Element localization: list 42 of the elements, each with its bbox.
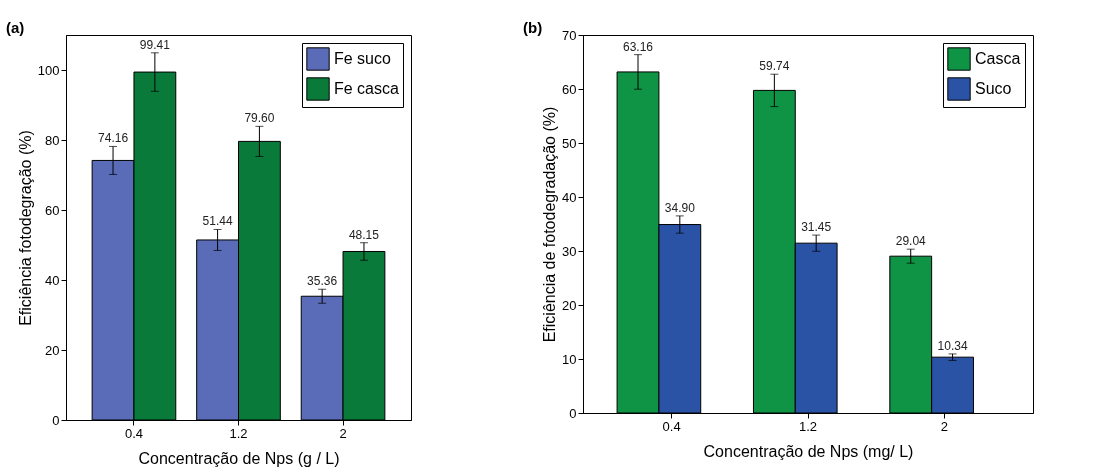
y-tick-label: 0 (569, 405, 577, 421)
y-tick-label: 100 (37, 62, 60, 78)
data-label: 79.60 (244, 111, 275, 126)
legend-label: Casca (975, 50, 1021, 67)
data-label: 59.74 (759, 59, 790, 74)
data-label: 34.90 (664, 200, 696, 215)
x-axis-title: Concentração de Nps (mg/ L) (703, 442, 914, 460)
y-tick-label: 30 (562, 243, 577, 259)
data-label: 31.45 (801, 220, 832, 235)
text: (a) (6, 19, 25, 36)
y-tick-label: 50 (562, 135, 577, 151)
legend-label: Fe suco (334, 50, 392, 67)
data-label: 63.16 (622, 39, 654, 54)
y-tick-label: 40 (562, 189, 577, 205)
x-tick-label: 1.2 (798, 418, 818, 434)
y-tick-label: 40 (45, 272, 60, 288)
data-label: 51.44 (202, 214, 233, 229)
x-tick-label: 2 (339, 425, 347, 441)
x-tick-label: 1.2 (229, 425, 248, 441)
y-tick-label: 60 (45, 202, 60, 218)
x-tick-label: 0.4 (124, 425, 143, 441)
y-axis-title: Eficiência de fotodegradação (%) (541, 106, 559, 343)
y-tick-label: 10 (562, 351, 577, 367)
y-tick-label: 0 (52, 412, 60, 428)
data-label: 29.04 (895, 234, 927, 249)
legend-label: Suco (975, 80, 1012, 97)
y-tick-label: 70 (562, 27, 577, 43)
y-axis-title: Eficiência fotodegração (%) (16, 130, 34, 326)
data-label: 74.16 (98, 131, 129, 146)
y-tick-label: 80 (45, 132, 60, 148)
legend-label: Fe casca (334, 80, 400, 97)
data-label: 48.15 (348, 227, 380, 242)
x-axis-title: Concentração de Nps (g / L) (138, 449, 340, 467)
x-tick-label: 0.4 (662, 418, 681, 434)
y-tick-label: 60 (562, 81, 577, 97)
y-tick-label: 20 (562, 297, 577, 313)
text: (b) (523, 19, 543, 36)
data-label: 10.34 (937, 338, 968, 353)
data-label: 35.36 (307, 274, 338, 289)
data-label: 99.41 (139, 37, 171, 52)
y-tick-label: 20 (45, 342, 60, 358)
x-tick-label: 2 (940, 418, 948, 434)
